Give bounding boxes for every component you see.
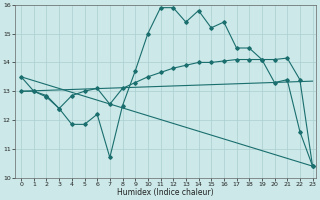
X-axis label: Humidex (Indice chaleur): Humidex (Indice chaleur): [117, 188, 214, 197]
